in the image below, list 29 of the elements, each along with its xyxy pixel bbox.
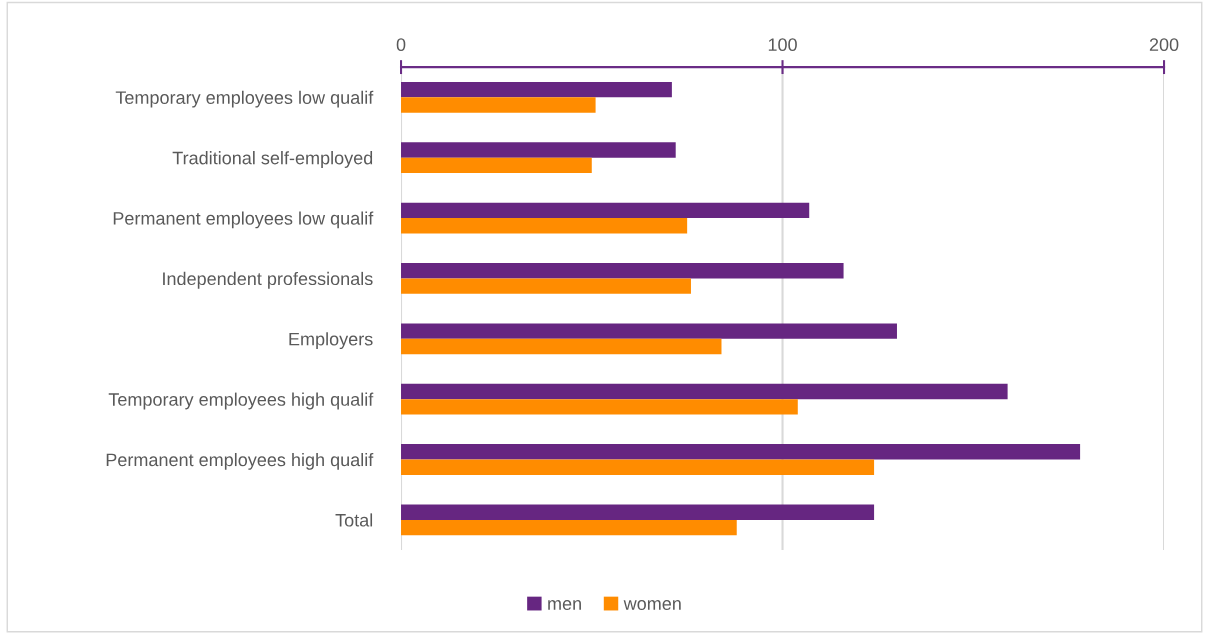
bar (401, 383, 1008, 400)
y-tick-label: Total (335, 513, 373, 527)
y-tick-label: Employers (289, 332, 373, 350)
bar (401, 263, 844, 279)
bar (401, 142, 676, 158)
bar (401, 459, 875, 475)
x-tick-label: 200 (1149, 38, 1179, 52)
y-tick-label: Temporary employees low qualif (115, 90, 374, 108)
bar (401, 218, 688, 234)
bar (401, 97, 596, 113)
y-tick-label: Permanent employees low qualif (113, 211, 374, 229)
bar (401, 444, 1081, 460)
y-tick-label: Permanent employees high qualif (106, 452, 374, 470)
legend-label: women (623, 600, 681, 611)
y-tick-label: Independent professionals (163, 271, 373, 289)
bar (401, 323, 897, 339)
bar (401, 202, 810, 219)
x-tick-label: 100 (768, 38, 797, 52)
bar (401, 278, 691, 294)
y-tick-label: Temporary employees high qualif (108, 392, 374, 410)
y-tick-label: Traditional self-employed (172, 151, 373, 168)
bar (401, 504, 875, 520)
bar (401, 519, 737, 536)
bar (401, 81, 672, 98)
x-tick-label: 0 (396, 38, 406, 52)
bar (401, 399, 798, 415)
legend-label: men (548, 600, 581, 611)
bar (401, 338, 722, 355)
bar (401, 157, 592, 174)
